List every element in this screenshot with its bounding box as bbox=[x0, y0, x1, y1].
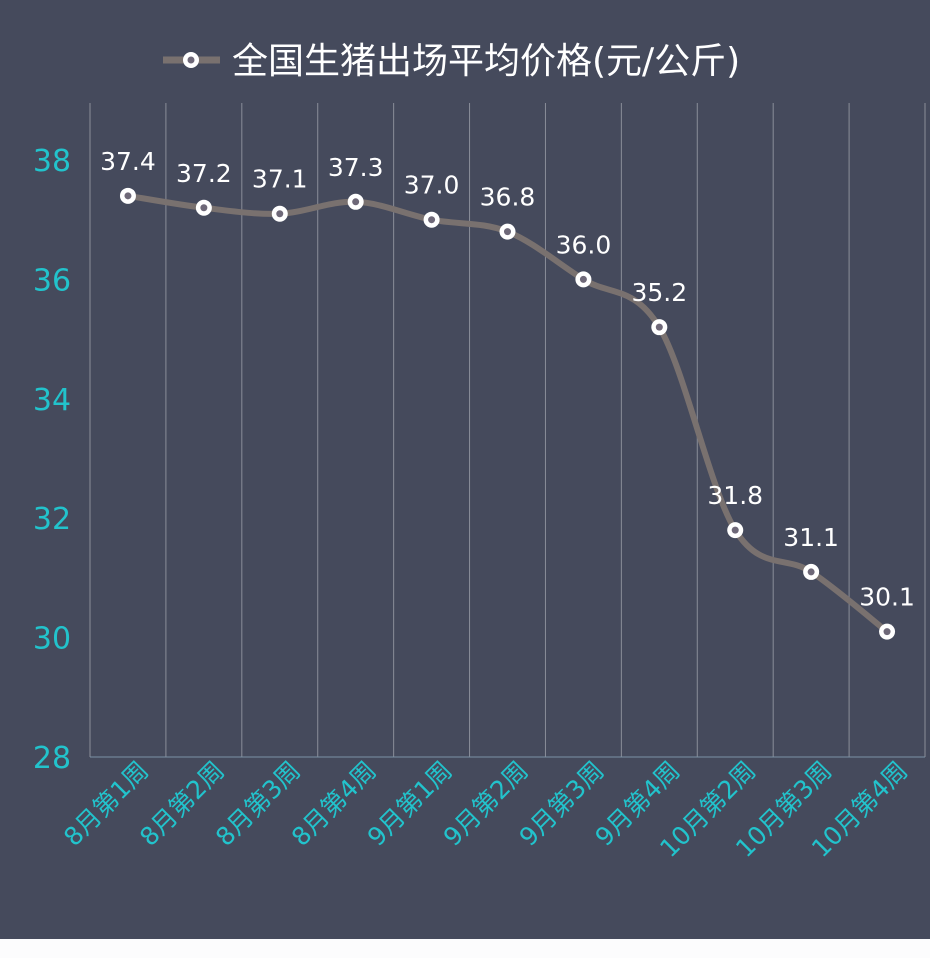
data-point-center bbox=[428, 216, 436, 224]
data-label: 35.2 bbox=[631, 278, 687, 307]
y-tick-label: 34 bbox=[33, 383, 71, 418]
data-label: 37.2 bbox=[176, 159, 232, 188]
data-point-center bbox=[883, 628, 891, 636]
data-point-center bbox=[579, 275, 587, 283]
y-tick-label: 32 bbox=[33, 502, 71, 537]
data-point-center bbox=[200, 204, 208, 212]
legend-marker-dot bbox=[187, 56, 195, 64]
data-point-center bbox=[731, 526, 739, 534]
data-label: 30.1 bbox=[859, 583, 915, 612]
y-tick-label: 36 bbox=[33, 263, 71, 298]
data-point-center bbox=[276, 210, 284, 218]
y-tick-label: 28 bbox=[33, 741, 71, 776]
data-point-center bbox=[352, 198, 360, 206]
data-label: 36.0 bbox=[556, 230, 612, 259]
data-label: 31.8 bbox=[707, 481, 763, 510]
y-tick-label: 38 bbox=[33, 144, 71, 179]
data-label: 36.8 bbox=[480, 183, 536, 212]
data-point-center bbox=[124, 192, 132, 200]
legend: 全国生猪出场平均价格(元/公斤) bbox=[163, 41, 740, 82]
data-label: 37.3 bbox=[328, 153, 384, 182]
data-label: 37.4 bbox=[100, 147, 156, 176]
y-tick-label: 30 bbox=[33, 622, 71, 657]
legend-label: 全国生猪出场平均价格(元/公斤) bbox=[232, 41, 740, 82]
data-point-center bbox=[807, 568, 815, 576]
data-point-center bbox=[504, 228, 511, 236]
data-label: 31.1 bbox=[783, 523, 839, 552]
data-label: 37.0 bbox=[404, 171, 460, 200]
data-point-center bbox=[655, 323, 663, 331]
data-label: 37.1 bbox=[252, 165, 308, 194]
